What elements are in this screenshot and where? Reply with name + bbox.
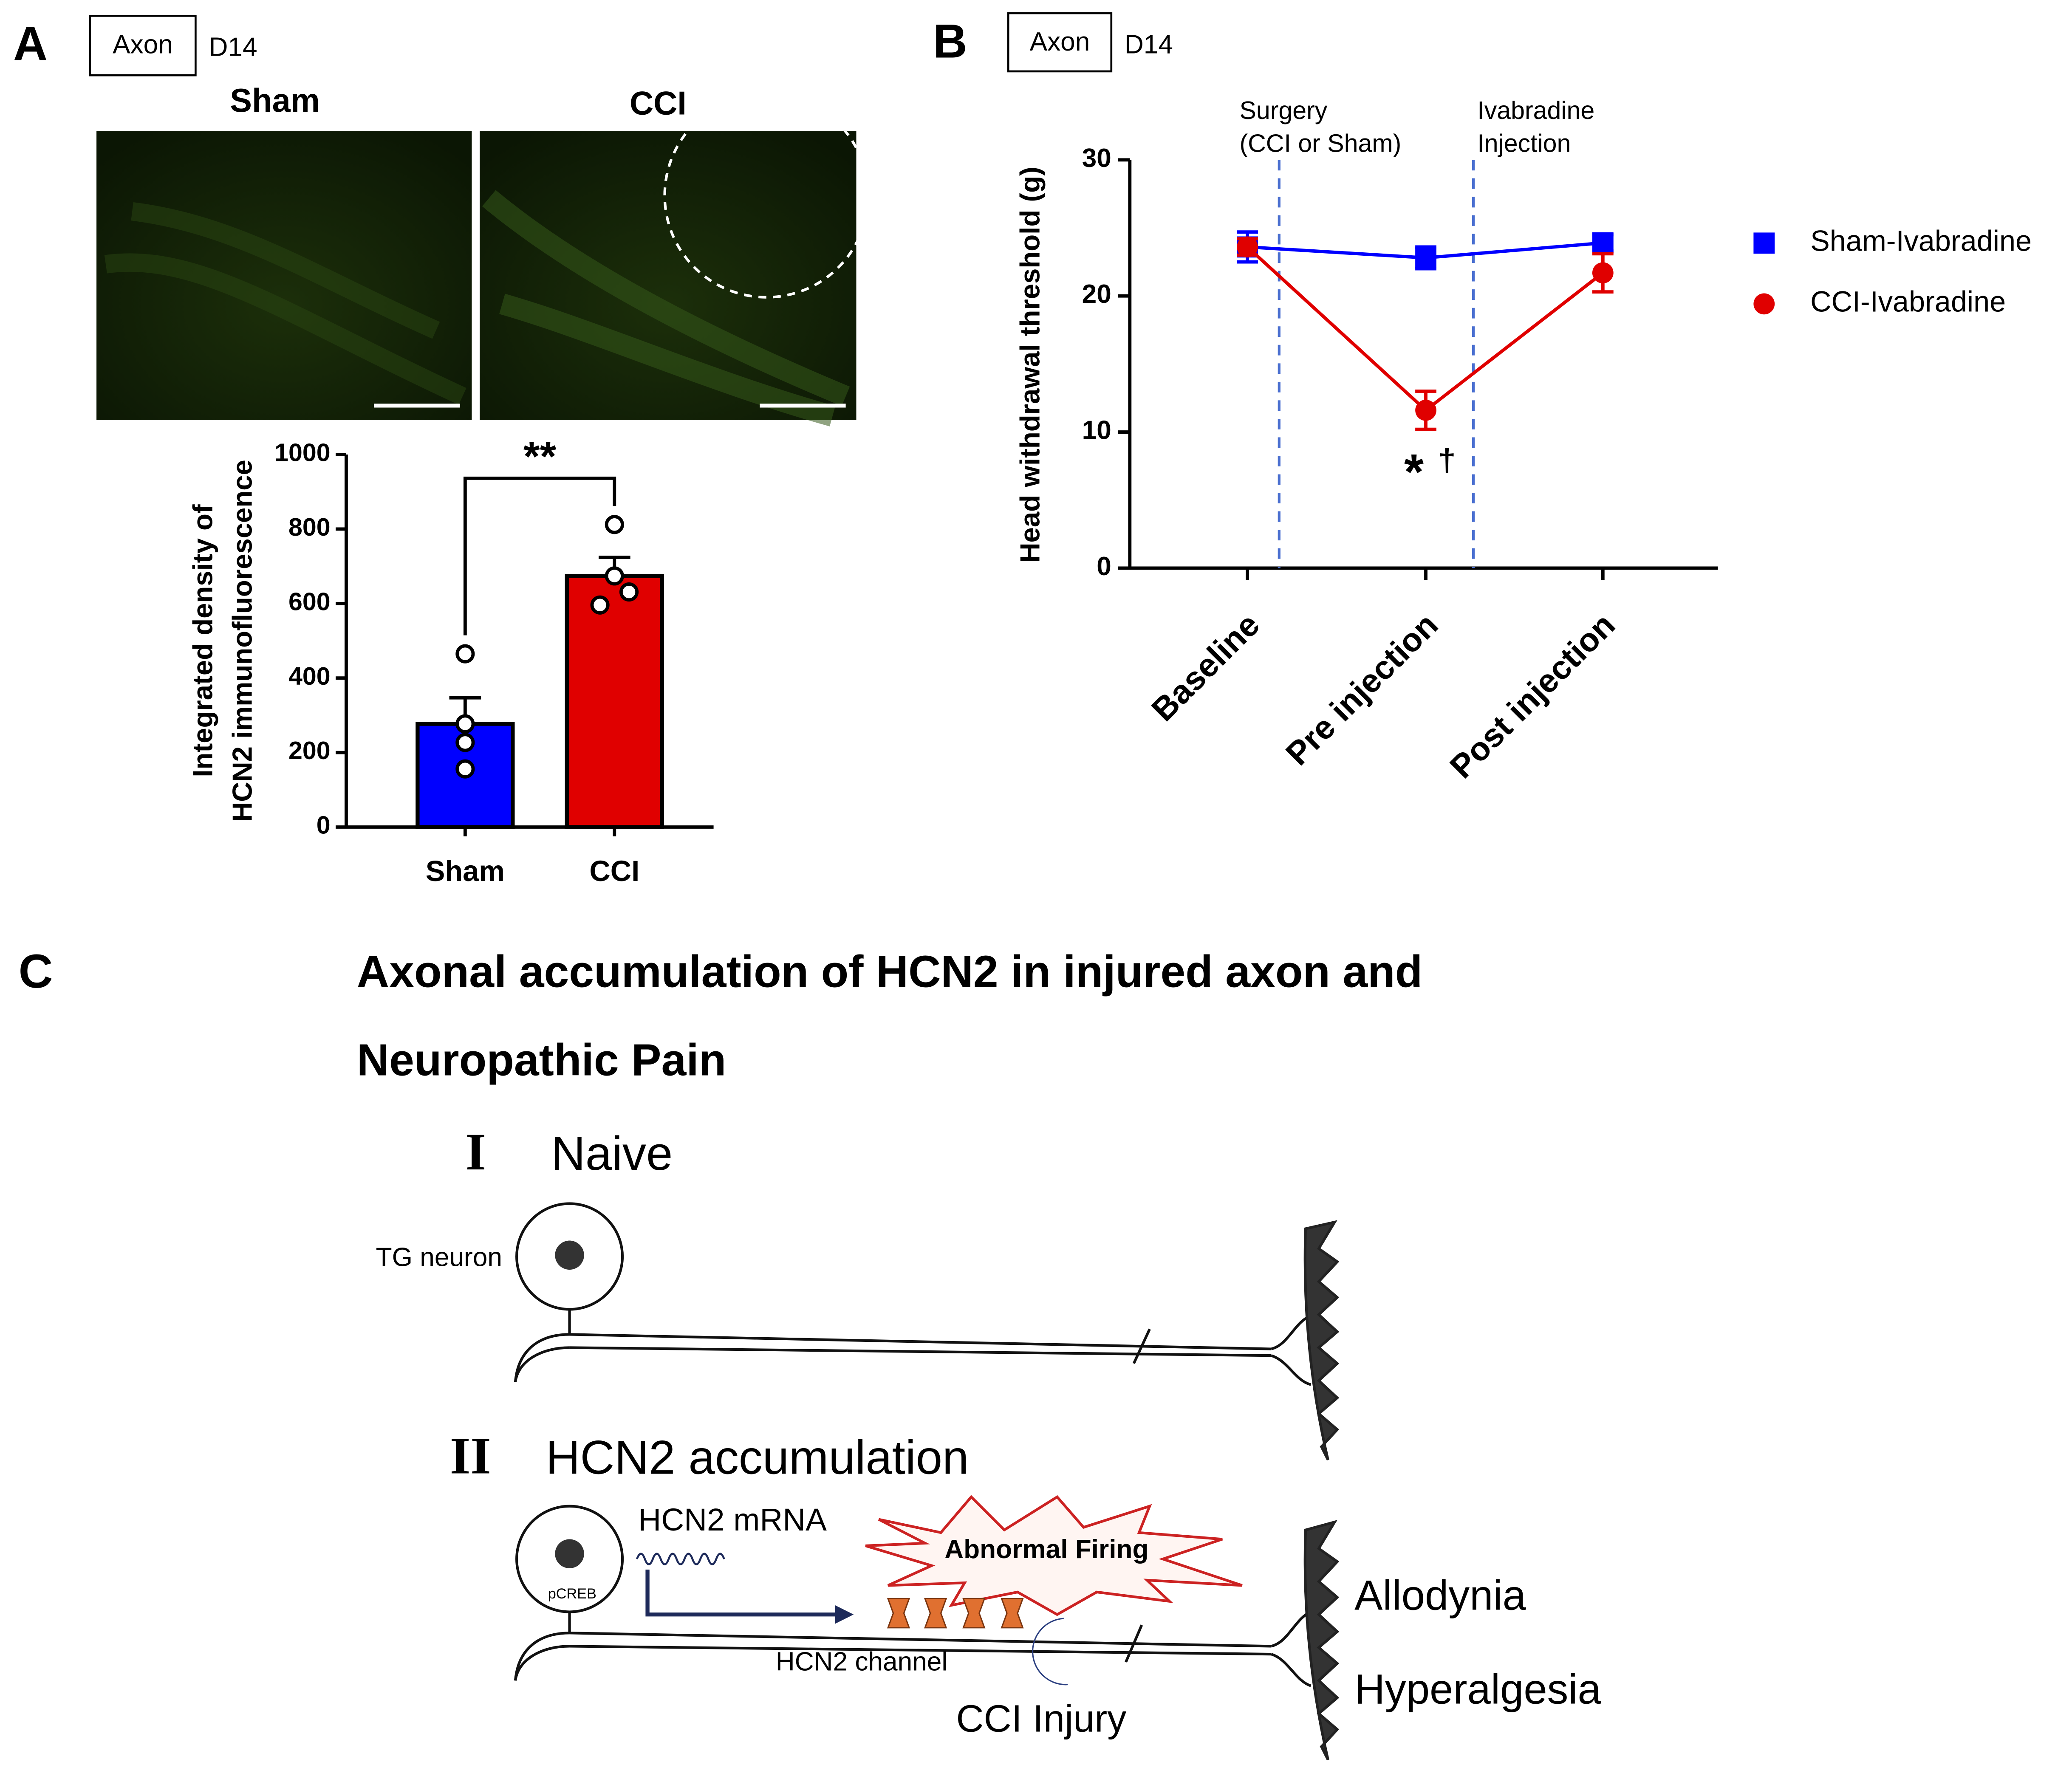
hcn2-channels xyxy=(887,1598,1024,1629)
marker xyxy=(1237,236,1258,258)
tag-box xyxy=(89,14,197,76)
diagram-title: Neuropathic Pain xyxy=(357,1035,726,1085)
mrna xyxy=(636,1553,725,1565)
nucleus-label: pCREB xyxy=(548,1586,596,1602)
marker xyxy=(1592,232,1614,254)
significance-bracket xyxy=(463,477,616,635)
data-point xyxy=(619,582,639,602)
stage-name: HCN2 accumulation xyxy=(546,1431,969,1484)
neuron xyxy=(514,1202,1340,1461)
bar xyxy=(565,574,664,829)
x-tick-label: Sham xyxy=(426,855,505,887)
stage-name: Naive xyxy=(551,1127,673,1180)
outcome: Hyperalgesia xyxy=(1354,1666,1601,1713)
y-tick-label: 0 xyxy=(317,811,331,839)
annotation: † xyxy=(1438,442,1456,477)
event-label: Surgery xyxy=(1239,96,1327,124)
event-label: (CCI or Sham) xyxy=(1239,130,1401,158)
marker xyxy=(1592,262,1614,284)
y-axis-label: HCN2 immunofluorescence xyxy=(227,460,258,822)
diagram-title: Axonal accumulation of HCN2 in injured a… xyxy=(357,946,1423,997)
x-tick-label: Post injection xyxy=(1443,607,1622,785)
panel-label: A xyxy=(13,17,48,71)
outcome: Allodynia xyxy=(1354,1572,1526,1619)
legend-label: Sham-Ivabradine xyxy=(1810,225,2032,257)
series-line xyxy=(1246,246,1604,412)
micrograph xyxy=(480,130,857,426)
data-point xyxy=(455,644,475,664)
y-tick-label: 600 xyxy=(288,587,331,616)
tag: D14 xyxy=(1125,30,1173,59)
y-tick-label: 30 xyxy=(1082,144,1111,173)
y-tick-label: 800 xyxy=(288,513,331,541)
channel-label: HCN2 channel xyxy=(776,1647,947,1676)
panel-label: C xyxy=(19,945,53,998)
data-point xyxy=(455,714,475,734)
data-point xyxy=(455,759,475,779)
injury-label: CCI Injury xyxy=(956,1697,1126,1740)
tag-box xyxy=(1007,12,1113,73)
y-tick-label: 10 xyxy=(1082,416,1111,445)
data-point xyxy=(605,566,624,586)
annotation: * xyxy=(1404,444,1424,500)
x-tick-label: CCI xyxy=(589,855,639,887)
y-axis-label: Head withdrawal threshold (g) xyxy=(1014,167,1045,562)
neuron xyxy=(514,1505,1340,1761)
legend-marker xyxy=(1753,293,1775,315)
y-tick-label: 400 xyxy=(288,662,331,690)
image-title: Sham xyxy=(230,82,320,119)
data-point xyxy=(590,595,610,615)
firing-label: Abnormal Firing xyxy=(944,1535,1148,1564)
significance: ** xyxy=(523,433,557,480)
marker xyxy=(1415,399,1436,421)
event-label: Ivabradine xyxy=(1477,96,1594,124)
neuron-label: TG neuron xyxy=(376,1243,502,1272)
stage-numeral: I xyxy=(466,1122,486,1181)
tag: D14 xyxy=(209,33,257,62)
x-tick-label: Pre injection xyxy=(1279,607,1445,773)
y-tick-label: 200 xyxy=(288,737,331,765)
y-tick-label: 0 xyxy=(1097,552,1111,581)
arrow xyxy=(645,1570,841,1617)
micrograph xyxy=(96,130,472,421)
arrowhead xyxy=(835,1605,854,1624)
firing-burst xyxy=(865,1495,1243,1616)
marker xyxy=(1415,247,1436,268)
stage-numeral: II xyxy=(450,1426,491,1485)
y-tick-label: 20 xyxy=(1082,280,1111,309)
y-axis-label: Integrated density of xyxy=(187,504,218,777)
tag: Axon xyxy=(113,30,173,59)
legend-marker xyxy=(1753,232,1775,254)
image-title: CCI xyxy=(630,85,687,121)
data-point xyxy=(605,515,624,534)
panel-label: B xyxy=(933,14,967,68)
event-label: Injection xyxy=(1477,130,1571,158)
x-tick-label: Baseline xyxy=(1145,607,1266,729)
mrna-label: HCN2 mRNA xyxy=(638,1502,827,1537)
tag: Axon xyxy=(1030,27,1090,56)
y-tick-label: 1000 xyxy=(274,439,330,467)
data-point xyxy=(455,733,475,752)
legend-label: CCI-Ivabradine xyxy=(1810,285,2006,318)
